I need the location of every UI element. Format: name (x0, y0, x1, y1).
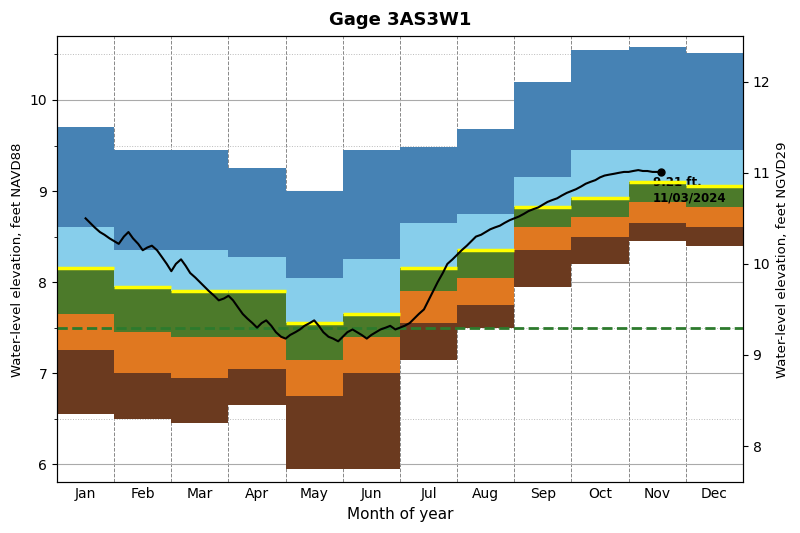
Bar (514, 250, 571, 287)
Bar (286, 191, 342, 278)
Bar (342, 260, 400, 314)
Bar (514, 228, 571, 250)
Bar (400, 291, 457, 323)
Bar (114, 287, 171, 332)
Bar (229, 256, 286, 291)
Bar (571, 237, 629, 264)
Bar (571, 198, 629, 216)
Bar (400, 223, 457, 269)
Bar (57, 269, 114, 314)
Bar (171, 291, 229, 337)
Bar (629, 223, 686, 241)
Bar (57, 350, 114, 414)
Bar (286, 278, 342, 323)
Bar (400, 269, 457, 291)
Bar (114, 250, 171, 287)
Bar (342, 337, 400, 373)
Bar (229, 291, 286, 337)
Bar (342, 314, 400, 337)
Bar (571, 216, 629, 237)
Bar (114, 150, 171, 250)
Bar (686, 150, 743, 187)
Bar (171, 150, 229, 250)
Bar (629, 47, 686, 150)
Bar (171, 337, 229, 378)
Bar (514, 177, 571, 207)
Text: 9.21 ft.
11/03/2024: 9.21 ft. 11/03/2024 (653, 176, 726, 205)
Bar (114, 332, 171, 373)
Bar (686, 53, 743, 150)
Bar (686, 207, 743, 228)
Bar (514, 207, 571, 228)
Bar (286, 396, 342, 469)
Bar (686, 187, 743, 207)
Title: Gage 3AS3W1: Gage 3AS3W1 (329, 11, 471, 29)
Bar (171, 378, 229, 423)
Bar (400, 147, 457, 223)
X-axis label: Month of year: Month of year (346, 507, 453, 522)
Bar (571, 50, 629, 150)
Bar (171, 250, 229, 291)
Bar (229, 337, 286, 369)
Bar (342, 373, 400, 469)
Bar (457, 214, 514, 250)
Bar (457, 250, 514, 278)
Bar (400, 323, 457, 360)
Bar (286, 323, 342, 360)
Y-axis label: Water-level elevation, feet NGVD29: Water-level elevation, feet NGVD29 (776, 141, 789, 377)
Bar (286, 360, 342, 396)
Bar (457, 278, 514, 305)
Bar (629, 150, 686, 182)
Bar (571, 150, 629, 198)
Bar (457, 129, 514, 214)
Bar (57, 127, 114, 228)
Bar (57, 228, 114, 269)
Bar (629, 182, 686, 202)
Bar (457, 305, 514, 328)
Bar (229, 168, 286, 256)
Bar (57, 314, 114, 350)
Bar (629, 202, 686, 223)
Bar (229, 369, 286, 405)
Bar (514, 82, 571, 177)
Bar (114, 373, 171, 419)
Bar (686, 228, 743, 246)
Bar (342, 150, 400, 260)
Y-axis label: Water-level elevation, feet NAVD88: Water-level elevation, feet NAVD88 (11, 142, 24, 376)
